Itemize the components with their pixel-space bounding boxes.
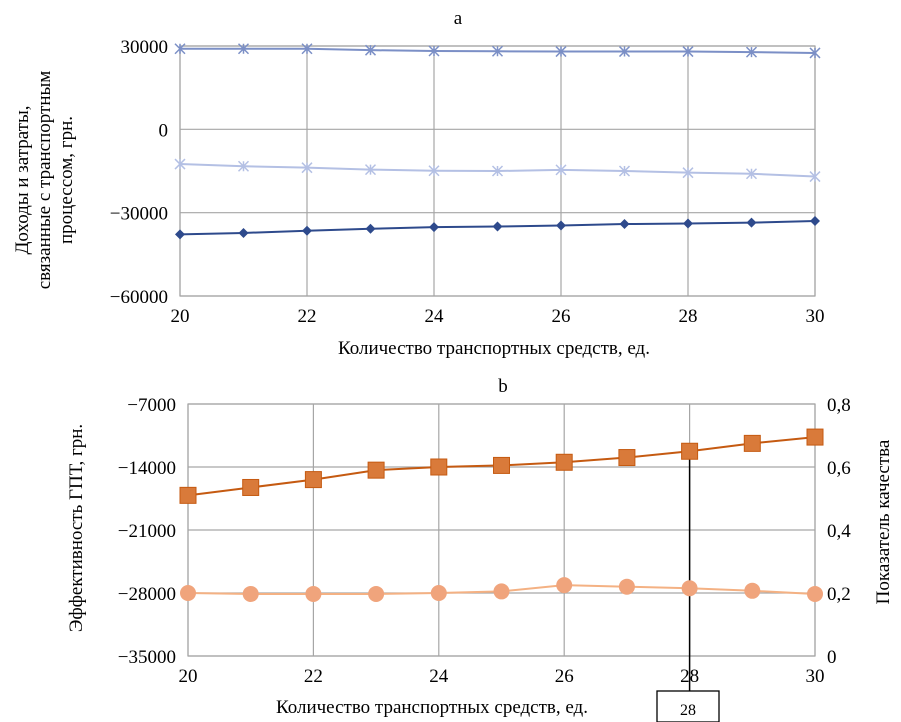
data-point <box>681 442 699 460</box>
x-tick-label: 30 <box>806 666 825 687</box>
data-point <box>809 171 821 183</box>
data-point <box>555 453 573 471</box>
data-point <box>237 43 250 55</box>
data-point <box>301 43 313 55</box>
panel-b-label: b <box>498 376 508 397</box>
data-point <box>618 165 631 177</box>
data-point <box>179 486 197 504</box>
data-point <box>809 47 821 59</box>
data-point <box>743 434 761 452</box>
annotation-box <box>656 690 720 722</box>
panel-a-ylabel-line-3: процессом, грн. <box>56 116 77 244</box>
data-point <box>744 582 761 599</box>
data-point <box>174 158 186 170</box>
panel-a-label: a <box>454 8 463 29</box>
data-point <box>682 167 694 179</box>
data-point <box>618 46 631 58</box>
y-tick-label: −14000 <box>118 458 176 479</box>
data-point <box>746 217 757 228</box>
data-point <box>491 165 504 177</box>
data-point <box>683 218 693 229</box>
data-point <box>491 45 504 57</box>
data-point <box>682 46 694 58</box>
panel-b-xlabel: Количество транспортных средств, ед. <box>276 697 588 718</box>
x-tick-label: 22 <box>298 306 317 327</box>
x-tick-label: 30 <box>806 306 825 327</box>
data-point <box>681 580 698 597</box>
data-point <box>810 216 820 226</box>
y2-tick-label: 0,8 <box>827 395 851 416</box>
data-point <box>180 585 196 601</box>
data-point <box>619 219 630 230</box>
data-point <box>305 585 322 602</box>
panel-a-xlabel: Количество транспортных средств, ед. <box>338 338 650 359</box>
y-tick-label: −30000 <box>110 204 168 225</box>
x-tick-label: 20 <box>179 666 198 687</box>
plot-area-a: 20 22 24 26 28 30 30000 0 −30000 −60000 <box>110 37 825 327</box>
plot-area-b: 20 22 24 26 28 30−7000−14000−21000−28000−3500… <box>118 395 851 691</box>
data-point <box>364 44 377 56</box>
y-tick-label: −60000 <box>110 287 168 308</box>
data-point <box>430 585 447 601</box>
data-point <box>555 164 567 176</box>
y-tick-label: 30000 <box>121 37 169 58</box>
data-point <box>745 46 758 58</box>
plot-frame <box>187 403 816 657</box>
data-point <box>238 227 249 238</box>
data-point <box>618 449 636 467</box>
data-point <box>301 162 313 174</box>
panel-b-y2label: Показатель качества <box>873 439 894 604</box>
x-tick-label: 26 <box>552 306 571 327</box>
data-point <box>493 583 510 600</box>
data-point <box>492 221 503 232</box>
data-point <box>364 164 377 176</box>
x-tick-label: 24 <box>429 666 449 687</box>
data-point <box>618 578 635 595</box>
y-tick-label: −7000 <box>127 395 176 416</box>
data-point <box>174 43 186 55</box>
data-point <box>304 471 322 489</box>
data-point <box>367 461 385 479</box>
data-point <box>242 478 260 496</box>
data-point <box>430 458 448 476</box>
data-point <box>237 160 250 172</box>
data-point <box>806 428 824 446</box>
data-point <box>175 229 185 240</box>
data-point <box>556 220 566 231</box>
annotation-label: 28 <box>680 702 696 719</box>
data-point <box>242 585 259 602</box>
data-point <box>556 577 573 594</box>
data-point <box>428 165 440 177</box>
data-point <box>429 222 439 233</box>
y-tick-label: −28000 <box>118 584 176 605</box>
x-tick-label: 24 <box>425 306 445 327</box>
y-tick-label: 0 <box>159 120 169 141</box>
data-point <box>428 45 440 57</box>
x-tick-label: 22 <box>304 666 323 687</box>
panel-a-ylabel-line-2: связанные с транспортным <box>34 71 55 290</box>
y2-tick-label: 0,6 <box>827 458 851 479</box>
x-tick-label: 20 <box>171 306 190 327</box>
y2-tick-label: 0,2 <box>827 584 851 605</box>
y-tick-label: −21000 <box>118 521 176 542</box>
data-point <box>302 225 312 236</box>
y2-tick-label: 0 <box>827 647 837 668</box>
y2-tick-label: 0,4 <box>827 521 851 542</box>
x-tick-label: 26 <box>555 666 574 687</box>
data-point <box>555 46 567 58</box>
x-tick-label: 28 <box>679 306 698 327</box>
panel-b-ylabel: Эффективность ГПТ, грн. <box>66 424 87 632</box>
data-point <box>745 168 758 180</box>
data-point <box>807 585 823 602</box>
plot-frame <box>179 45 816 297</box>
y-tick-label: −35000 <box>118 647 176 668</box>
panel-a-ylabel-line-1: Доходы и затраты, <box>12 105 33 254</box>
data-point <box>493 456 510 474</box>
data-point <box>368 585 385 602</box>
data-point <box>365 223 376 234</box>
